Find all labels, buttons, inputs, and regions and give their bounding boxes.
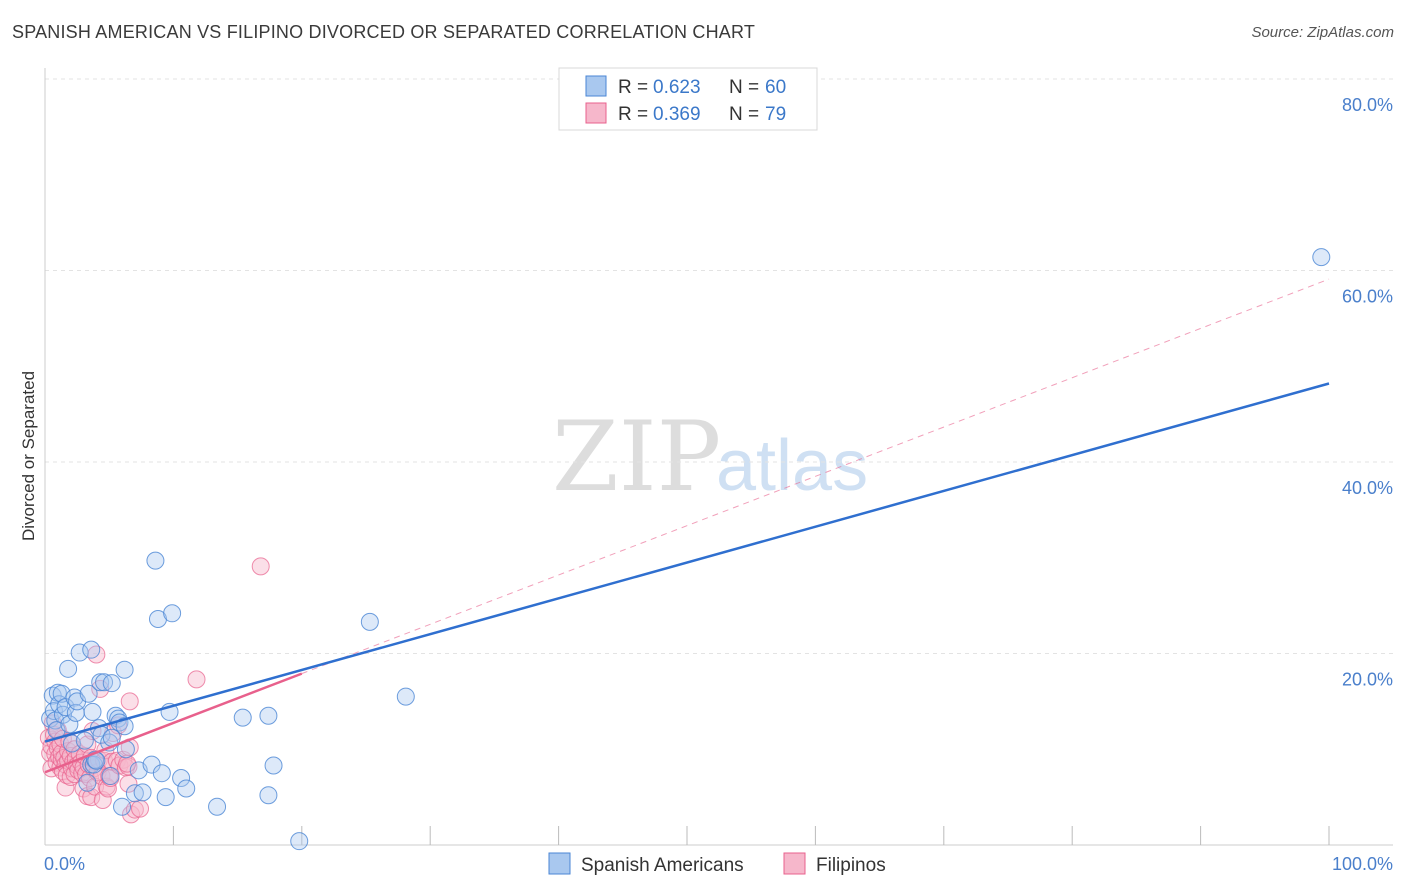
- y-tick-label-80: 80.0%: [1342, 95, 1393, 115]
- filipinos-trend: [44, 672, 303, 774]
- legend-swatch-spanish-americans[interactable]: [548, 852, 571, 875]
- spanish-americans-point: [95, 673, 114, 692]
- spanish-americans-points: [41, 248, 1331, 851]
- x-tick-label-min: 0.0%: [44, 854, 85, 874]
- y-tick-label-60: 60.0%: [1342, 287, 1393, 307]
- spanish-americans-point: [82, 640, 101, 659]
- source-label: Source: ZipAtlas.com: [1251, 24, 1394, 41]
- spanish-americans-point: [79, 684, 98, 703]
- filipinos-point: [118, 754, 137, 773]
- spanish-americans-point: [78, 773, 97, 792]
- spanish-americans-point: [102, 674, 121, 693]
- spanish-americans-point: [133, 783, 152, 802]
- x-tick-label-max: 100.0%: [1332, 854, 1393, 874]
- spanish-americans-point: [75, 731, 94, 750]
- spanish-americans-point: [115, 660, 134, 679]
- series-legend: Spanish Americans Filipinos: [548, 852, 886, 876]
- spanish-americans-point: [146, 551, 165, 570]
- spanish-americans-point: [56, 698, 75, 717]
- x-ticks: [172, 826, 1330, 845]
- stats-legend-pink-r-label: R =: [618, 104, 648, 125]
- stats-legend: R = 0.623 N = 60 R = 0.369 N = 79: [558, 67, 818, 131]
- spanish-americans-point: [264, 756, 283, 775]
- spanish-americans-point: [1312, 248, 1331, 267]
- spanish-americans-point: [208, 797, 227, 816]
- spanish-americans-point: [233, 708, 252, 727]
- filipinos-point: [82, 788, 101, 807]
- watermark-atlas: atlas: [716, 426, 868, 506]
- spanish-americans-point: [156, 788, 175, 807]
- stats-legend-blue-r-value: 0.623: [653, 77, 701, 98]
- filipinos-trend-extended: [44, 278, 1330, 773]
- spanish-americans-point: [396, 687, 415, 706]
- y-axis-title: Divorced or Separated: [19, 371, 38, 541]
- y-tick-label-40: 40.0%: [1342, 478, 1393, 498]
- stats-legend-pink-n-value: 79: [765, 104, 786, 125]
- filipinos-point: [120, 692, 139, 711]
- spanish-americans-point: [163, 604, 182, 623]
- stats-legend-pink-r-value: 0.369: [653, 104, 701, 125]
- spanish-americans-point: [60, 715, 79, 734]
- spanish-americans-point: [59, 659, 78, 678]
- filipinos-point: [187, 670, 206, 689]
- chart-title: SPANISH AMERICAN VS FILIPINO DIVORCED OR…: [12, 22, 756, 42]
- filipinos-point: [131, 799, 150, 818]
- watermark-zip: ZIP: [552, 401, 721, 513]
- spanish-americans-point: [360, 612, 379, 631]
- spanish-americans-point: [152, 764, 171, 783]
- filipinos-point: [93, 790, 112, 809]
- y-tick-labels: 20.0% 40.0% 60.0% 80.0%: [1342, 95, 1393, 690]
- spanish-americans-point: [115, 717, 134, 736]
- legend-swatch-filipinos[interactable]: [783, 852, 806, 875]
- filipinos-point: [251, 557, 270, 576]
- stats-legend-blue-r-label: R =: [618, 77, 648, 98]
- stats-legend-blue-swatch: [585, 75, 607, 97]
- stats-legend-blue-n-value: 60: [765, 77, 786, 98]
- spanish-americans-point: [259, 786, 278, 805]
- spanish-americans-point: [101, 767, 120, 786]
- filipinos-point: [119, 774, 138, 793]
- spanish-americans-point: [290, 832, 309, 851]
- spanish-americans-trend: [44, 382, 1330, 743]
- y-tick-label-20: 20.0%: [1342, 670, 1393, 690]
- legend-label-spanish-americans[interactable]: Spanish Americans: [581, 855, 744, 876]
- spanish-americans-point: [83, 702, 102, 721]
- trend-lines: [44, 278, 1330, 774]
- spanish-americans-point: [125, 784, 144, 803]
- spanish-americans-point: [70, 643, 89, 662]
- gridlines: [45, 78, 1393, 654]
- stats-legend-blue-n-label: N =: [729, 77, 759, 98]
- stats-legend-pink-swatch: [585, 102, 607, 124]
- spanish-americans-point: [113, 797, 132, 816]
- spanish-americans-point: [259, 706, 278, 725]
- spanish-americans-point: [177, 779, 196, 798]
- stats-legend-pink-n-label: N =: [729, 104, 759, 125]
- spanish-americans-point: [172, 768, 191, 787]
- legend-label-filipinos[interactable]: Filipinos: [816, 855, 886, 876]
